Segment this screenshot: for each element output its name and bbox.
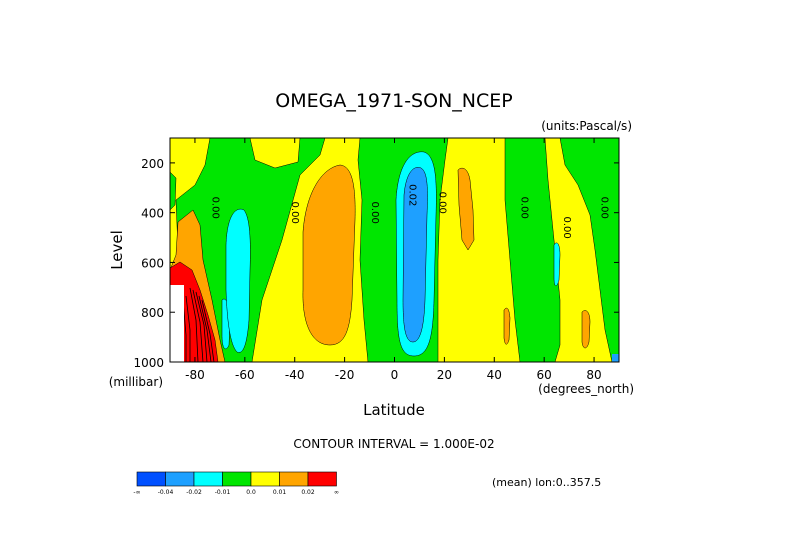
x-tick-label: 80	[586, 368, 601, 382]
contour-label-layer: 0.00 0.00 0.00 0.02 0.00 0.00 0.00 0.00	[209, 184, 609, 239]
contour-label: 0.00	[519, 197, 530, 219]
colorbar-swatch	[165, 471, 195, 487]
x-tick-label: 60	[537, 368, 552, 382]
orange-cell-nh-40	[503, 307, 511, 345]
x-tick-label: -80	[185, 368, 205, 382]
blue-cell-tropics	[402, 167, 428, 343]
colorbar-label: -0.02	[186, 489, 202, 496]
mean-note: (mean) lon:0..357.5	[492, 476, 601, 489]
contour-interval-note: CONTOUR INTERVAL = 1.000E-02	[293, 437, 494, 451]
x-tick-label: 0	[391, 368, 399, 382]
colorbar-label: -∞	[133, 489, 140, 496]
colorbar-swatch	[279, 471, 309, 487]
colorbar-swatch	[136, 471, 166, 487]
colorbar-label: ∞	[334, 489, 339, 496]
contour-label: 0.00	[289, 202, 300, 224]
colorbar-swatch	[222, 471, 252, 487]
chart-title: OMEGA_1971-SON_NCEP	[275, 90, 512, 112]
colorbar-label: 0.01	[273, 489, 287, 496]
colorbar-label: 0.0	[246, 489, 256, 496]
cyan-cell-south	[225, 208, 251, 353]
colorbar-label: -0.01	[215, 489, 231, 496]
y-tick-label: 200	[141, 157, 164, 171]
axis-layer: -80 -60 -40 -20 0 20 40 60 80 200 400 600 800 1000	[133, 138, 619, 382]
y-unit-label: (millibar)	[109, 375, 163, 389]
colorbar-swatch	[307, 471, 337, 487]
y-tick-label: 1000	[133, 356, 164, 370]
green-band-polar	[559, 138, 619, 362]
contour-label: 0.00	[561, 216, 572, 238]
contour-label: 0.00	[209, 197, 220, 219]
green-band-northern	[504, 138, 561, 362]
x-tick-label: 40	[487, 368, 502, 382]
contour-label: 0.00	[599, 197, 610, 219]
blocked-terrain	[170, 285, 184, 362]
cyan-cell-nh-60	[553, 242, 561, 286]
y-tick-label: 800	[141, 306, 164, 320]
colorbar-swatch	[250, 471, 280, 487]
x-tick-label: -40	[285, 368, 305, 382]
x-tick-label: -60	[235, 368, 255, 382]
orange-cell-south	[302, 164, 356, 346]
units-label: (units:Pascal/s)	[541, 119, 632, 133]
y-tick-label: 600	[141, 256, 164, 270]
contour-label: 0.00	[369, 202, 380, 224]
colorbar: -∞ -0.04 -0.02 -0.01 0.0 0.01 0.02 ∞	[133, 471, 339, 496]
contour-label: 0.00	[436, 192, 447, 214]
y-tick-label: 400	[141, 207, 164, 221]
colorbar-label: -0.04	[158, 489, 174, 496]
x-tick-label: 20	[437, 368, 452, 382]
green-band-left-edge	[170, 171, 177, 211]
contour-field	[170, 138, 619, 362]
y-axis-label: Level	[108, 230, 126, 270]
blue-corner-nh	[612, 354, 619, 362]
contour-label: 0.02	[406, 184, 417, 206]
orange-cell-nh-30	[457, 167, 475, 251]
colorbar-swatch	[193, 471, 223, 487]
x-axis-label: Latitude	[363, 401, 425, 419]
orange-cell-nh-80	[581, 310, 591, 349]
x-tick-label: -20	[335, 368, 355, 382]
x-unit-label: (degrees_north)	[538, 382, 634, 396]
colorbar-label: 0.02	[301, 489, 315, 496]
steep-contour-lines	[182, 287, 215, 362]
